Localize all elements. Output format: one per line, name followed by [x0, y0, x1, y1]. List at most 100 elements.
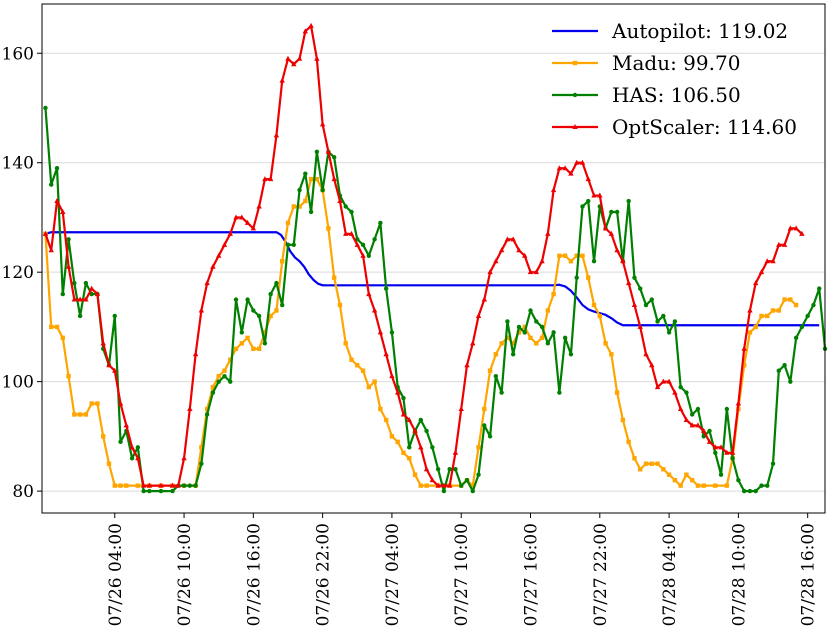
data-point — [407, 456, 412, 461]
data-point — [204, 412, 210, 417]
data-point — [215, 252, 222, 258]
data-point — [100, 340, 106, 346]
data-point — [591, 302, 597, 308]
data-point — [280, 259, 285, 264]
data-point — [48, 247, 54, 253]
data-point — [753, 280, 759, 286]
x-tick-label: 07/27 16:00 — [522, 523, 542, 626]
data-point — [626, 439, 631, 445]
data-point — [331, 176, 337, 182]
data-point — [781, 241, 788, 247]
data-point — [591, 259, 597, 264]
data-point — [285, 220, 291, 226]
data-point — [464, 362, 470, 368]
data-point — [770, 461, 776, 466]
data-point — [597, 192, 603, 198]
data-point — [666, 378, 672, 384]
data-point — [49, 324, 54, 330]
data-point — [193, 483, 198, 488]
data-point — [545, 230, 551, 236]
data-point — [60, 291, 65, 297]
data-point — [308, 176, 314, 182]
data-point — [765, 313, 770, 319]
data-point — [280, 302, 285, 308]
data-point — [793, 335, 799, 341]
data-point — [262, 330, 268, 335]
data-point — [603, 341, 608, 346]
data-point — [649, 461, 654, 466]
data-point — [557, 390, 562, 395]
data-point — [192, 351, 199, 357]
data-point — [534, 341, 539, 346]
data-point — [505, 335, 510, 341]
data-point — [776, 368, 782, 373]
data-point — [620, 417, 626, 423]
data-point — [354, 241, 360, 247]
data-point — [764, 258, 770, 264]
data-point — [210, 390, 216, 395]
data-point — [574, 253, 579, 258]
data-point — [314, 149, 320, 154]
data-point — [42, 230, 49, 236]
data-point — [106, 362, 112, 368]
data-point — [655, 461, 660, 466]
data-point — [522, 324, 527, 330]
data-point — [459, 483, 464, 488]
data-point — [706, 438, 713, 444]
legend: Autopilot: 119.02 Madu: 99.70 HAS: 106.50 O… — [552, 19, 797, 139]
data-point — [470, 488, 475, 494]
data-point — [123, 422, 130, 428]
data-point — [452, 449, 459, 455]
data-point — [112, 483, 117, 488]
data-point — [268, 313, 273, 319]
data-point — [297, 204, 302, 209]
data-point — [447, 467, 452, 472]
data-point — [689, 422, 695, 428]
data-point — [378, 220, 383, 226]
x-tick-label: 07/27 04:00 — [383, 523, 403, 626]
data-point — [626, 198, 631, 204]
data-point — [470, 340, 476, 346]
data-point — [319, 121, 326, 127]
data-point — [222, 368, 227, 373]
data-point — [400, 411, 407, 417]
data-point — [788, 379, 793, 384]
data-point — [401, 395, 406, 401]
data-point — [418, 483, 423, 488]
series-line — [44, 24, 803, 487]
series-line — [45, 231, 820, 327]
data-point — [135, 483, 141, 488]
data-point — [574, 159, 580, 165]
data-point — [112, 313, 117, 319]
data-point — [222, 373, 227, 379]
data-point — [539, 335, 545, 341]
data-point — [637, 323, 643, 329]
legend-label: HAS: 106.50 — [612, 83, 741, 107]
data-point — [522, 252, 528, 258]
data-point — [169, 482, 176, 488]
x-tick-label: 07/26 10:00 — [175, 523, 195, 626]
data-point — [684, 472, 689, 477]
data-point — [482, 423, 487, 428]
data-point — [331, 275, 337, 280]
data-point — [355, 363, 360, 368]
data-point — [348, 230, 355, 236]
data-point — [430, 445, 435, 450]
x-tick-label: 07/28 04:00 — [660, 523, 680, 626]
data-point — [649, 297, 654, 302]
data-point — [239, 214, 245, 220]
data-point — [545, 308, 551, 313]
data-point — [487, 434, 493, 439]
data-point — [274, 308, 279, 313]
data-point — [158, 482, 164, 488]
data-point — [424, 483, 429, 488]
data-point — [262, 341, 268, 346]
data-point — [817, 286, 822, 291]
data-point — [585, 176, 591, 182]
series-layer — [42, 22, 828, 494]
data-point — [695, 406, 701, 412]
legend-label: Madu: 99.70 — [612, 51, 740, 75]
data-point — [551, 291, 556, 297]
legend-entry: HAS: 106.50 — [552, 83, 741, 107]
data-point — [476, 472, 481, 477]
